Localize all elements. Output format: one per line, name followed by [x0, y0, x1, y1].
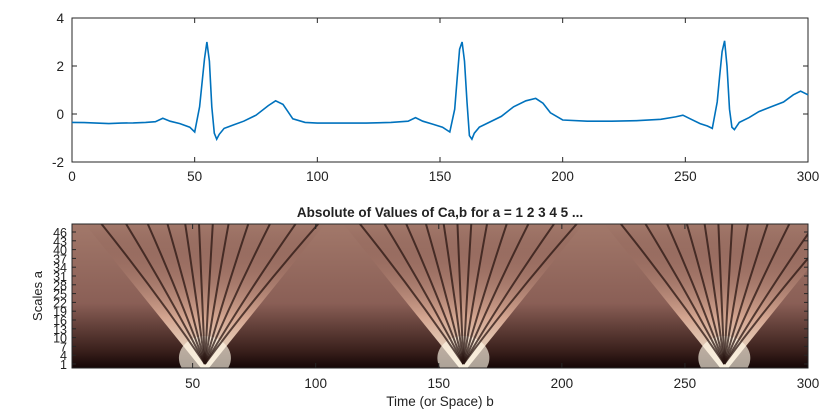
- scalogram-heatmap: [72, 224, 808, 368]
- scalogram-y-tick-label: 4: [60, 349, 67, 363]
- signal-x-tick-label: 0: [68, 169, 76, 184]
- scalogram-ridge: [100, 224, 206, 365]
- scalogram-y-tick-label: 40: [53, 244, 67, 258]
- scalogram-y-tick-label: 19: [53, 305, 67, 319]
- scalogram-ridge: [358, 224, 465, 365]
- scalogram-ridge: [462, 224, 578, 365]
- scalogram-ridge: [462, 224, 508, 365]
- signal-axes-box: [71, 17, 809, 163]
- scalogram-y-tick-label: 34: [53, 261, 67, 275]
- scalogram-y-tick-label: 10: [53, 332, 67, 346]
- scalogram-x-tick-label: 150: [428, 376, 451, 391]
- scalogram-ridge: [666, 224, 726, 365]
- scalogram-ridge: [166, 224, 206, 365]
- scalogram-y-tick-label: 46: [53, 226, 67, 240]
- scalogram-ridge: [442, 224, 465, 365]
- scalogram-ridge: [723, 224, 749, 365]
- scalogram-y-tick-label: 7: [60, 340, 67, 354]
- scalogram-y-tick-label: 37: [53, 252, 67, 266]
- scalogram-ridge: [203, 224, 250, 365]
- scalogram-y-tick-label: 16: [53, 314, 67, 328]
- scalogram-ridge: [723, 224, 791, 365]
- scalogram-x-tick-label: 50: [185, 376, 200, 391]
- scalogram-x-tick-label: 200: [551, 376, 574, 391]
- scalogram-ridge: [723, 256, 808, 365]
- scalogram-y-tick-label: 13: [53, 323, 67, 337]
- signal-x-tick-label: 150: [429, 169, 452, 184]
- scalogram-ridge: [204, 224, 272, 365]
- scalogram-y-tick-label: 25: [53, 288, 67, 302]
- scalogram-x-tick-label: 300: [797, 376, 820, 391]
- scalogram-x-ticks: 50 100 150 200 250 300: [185, 224, 819, 391]
- scalogram-y-label: Scales a: [30, 270, 45, 321]
- signal-x-tick-label: 300: [797, 169, 820, 184]
- scalogram-ridge: [203, 224, 230, 365]
- signal-x-tick-label: 50: [187, 169, 202, 184]
- scalogram-ridge: [124, 224, 206, 365]
- scalogram-ridge: [462, 224, 489, 365]
- signal-y-tick-label: -2: [52, 155, 64, 170]
- scalogram-ridge: [405, 224, 465, 365]
- scalogram-y-tick-label: 22: [53, 296, 67, 310]
- scalogram-x-label: Time (or Space) b: [386, 394, 494, 409]
- signal-y-ticks: -2 0 2 4: [52, 11, 808, 170]
- scalogram-y-tick-label: 43: [53, 235, 67, 249]
- signal-line: [71, 40, 809, 142]
- scalogram-y-tick-label: 31: [53, 270, 67, 284]
- scalogram-ridge: [456, 224, 465, 365]
- scalogram-ridge: [383, 224, 465, 365]
- scalogram-ridge: [723, 224, 769, 365]
- scalogram-ridge: [184, 224, 206, 365]
- signal-y-tick-label: 4: [56, 11, 64, 26]
- scalogram-x-tick-label: 100: [304, 376, 327, 391]
- signal-x-tick-label: 200: [551, 169, 574, 184]
- scalogram-ridge: [619, 224, 726, 365]
- scalogram-ridge: [462, 224, 530, 365]
- scalogram-ridge: [204, 224, 297, 365]
- scalogram-ridge: [204, 224, 320, 365]
- scalogram-ridge: [703, 224, 726, 365]
- scalogram-cone: [84, 224, 325, 368]
- signal-x-ticks: 0 50 100 150 200 250 300: [68, 18, 819, 184]
- scalogram-plot: Absolute of Values of Ca,b for a = 1 2 3…: [30, 205, 819, 409]
- scalogram-ridge: [717, 224, 726, 365]
- heatmap-ridges: [100, 224, 808, 365]
- scalogram-ridge: [644, 224, 726, 365]
- scalogram-ridge: [462, 224, 556, 365]
- scalogram-y-tick-label: 28: [53, 279, 67, 293]
- scalogram-ridge: [685, 224, 726, 365]
- scalogram-title: Absolute of Values of Ca,b for a = 1 2 3…: [297, 205, 583, 220]
- signal-y-tick-label: 0: [56, 107, 64, 122]
- scalogram-cone: [343, 224, 584, 368]
- scalogram-ridge: [198, 224, 206, 365]
- scalogram-ridge: [203, 224, 214, 365]
- signal-x-tick-label: 100: [306, 169, 329, 184]
- scalogram-ridge: [146, 224, 206, 365]
- scalogram-x-tick-label: 250: [674, 376, 697, 391]
- signal-plot: -2 0 2 4 0 50 100 150 200 250 300: [52, 11, 819, 184]
- scalogram-y-tick-label: 1: [60, 358, 67, 372]
- scalogram-ridge: [723, 232, 808, 365]
- scalogram-ridge: [723, 224, 734, 365]
- scalogram-ridge: [424, 224, 465, 365]
- scalogram-axes-box: [71, 223, 809, 369]
- signal-x-tick-label: 250: [674, 169, 697, 184]
- scalogram-ridge: [462, 224, 473, 365]
- signal-y-tick-label: 2: [56, 59, 64, 74]
